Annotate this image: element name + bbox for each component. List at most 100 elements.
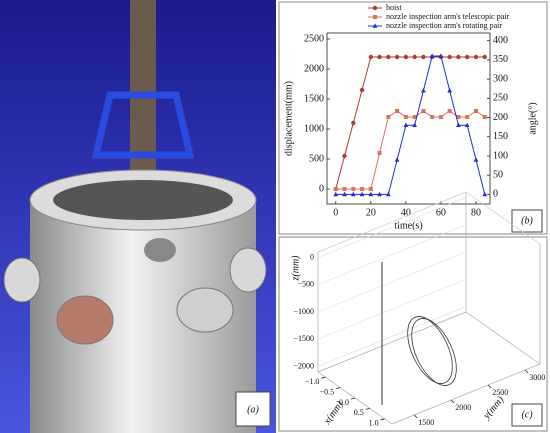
y-tick	[413, 414, 418, 419]
data-point	[420, 88, 426, 93]
data-point	[377, 151, 382, 155]
data-point	[438, 53, 444, 58]
trajectory	[407, 316, 453, 384]
y-tick-label: 500	[309, 153, 324, 164]
z-tick-label: −1000	[293, 307, 314, 316]
data-point	[359, 87, 365, 93]
data-point	[368, 54, 374, 60]
x-tick	[365, 408, 370, 410]
nozzle	[3, 257, 41, 303]
z-tick-label: −1500	[293, 334, 314, 343]
data-point	[473, 54, 479, 60]
y-tick-label: 1000	[304, 123, 324, 134]
x-tick-label: 20	[366, 207, 376, 218]
vessel-opening	[53, 180, 233, 220]
y-tick-label: 2000	[455, 403, 471, 412]
legend-marker	[372, 5, 378, 11]
data-point	[482, 115, 487, 119]
z-tick-label: −500	[297, 280, 314, 289]
nozzle	[176, 287, 234, 333]
series-line	[335, 110, 486, 190]
x-tick-label: 0	[333, 207, 338, 218]
data-point	[456, 54, 461, 60]
x-tick-label: 60	[436, 207, 446, 218]
data-point	[465, 115, 470, 119]
data-point	[403, 54, 409, 60]
box-edge	[391, 363, 541, 425]
y-tick	[450, 399, 455, 404]
y2-tick-label: 350	[493, 54, 508, 65]
data-point	[386, 115, 391, 119]
data-point	[412, 122, 418, 128]
x-tick	[350, 397, 356, 400]
data-point	[350, 191, 356, 197]
y-axis-label: y(mm)	[481, 394, 507, 422]
data-point	[473, 109, 478, 113]
y-tick-label: 2500	[304, 33, 324, 44]
data-point	[473, 157, 479, 162]
box-edge	[465, 191, 541, 245]
x-tick	[380, 418, 385, 421]
y-tick-label: 2000	[304, 63, 324, 74]
data-point	[403, 115, 408, 119]
data-point	[438, 115, 443, 119]
x-tick-label: −1.0	[305, 377, 320, 386]
data-point	[394, 157, 400, 162]
series-line	[335, 55, 486, 195]
data-point	[429, 53, 435, 58]
data-point	[342, 191, 347, 197]
z-axis-label: z(mm)	[290, 255, 301, 282]
y2-tick-label: 50	[493, 169, 503, 180]
port	[144, 238, 176, 262]
z-tick-label: −2000	[293, 361, 314, 370]
box-edge	[465, 311, 541, 365]
legend-marker	[373, 15, 377, 19]
data-point	[351, 120, 356, 126]
data-point	[377, 54, 382, 60]
panel-a: (a)	[0, 0, 276, 433]
data-point	[421, 109, 426, 113]
panel-b-frame	[278, 1, 548, 235]
data-point	[359, 191, 365, 197]
data-point	[386, 54, 391, 60]
grid-line	[317, 306, 467, 367]
y2-tick-label: 0	[493, 189, 498, 200]
data-point	[482, 191, 488, 197]
plot-frame	[326, 32, 491, 205]
x-tick-label: 0.0	[339, 398, 349, 407]
box-edge	[317, 191, 467, 253]
data-point	[403, 122, 409, 128]
y-tick-label: 3000	[529, 373, 545, 382]
x-tick	[321, 376, 326, 379]
label-box	[511, 209, 543, 233]
x-tick-label: 40	[401, 207, 411, 218]
data-point	[430, 115, 435, 119]
panel-c-frame	[278, 236, 548, 432]
data-point	[482, 54, 487, 60]
nozzle	[229, 247, 267, 293]
y-tick	[524, 369, 529, 374]
y-tick-label: 1500	[418, 418, 434, 427]
y2-tick-label: 400	[493, 35, 508, 46]
data-point	[333, 187, 338, 191]
legend-label: nozzle inspection arm's rotating pair	[386, 21, 502, 30]
y-tick-label: 1500	[304, 93, 324, 104]
data-point	[456, 115, 461, 119]
x-tick-label: 1.0	[369, 419, 379, 428]
y2-axis-label: angle(°)	[527, 102, 538, 134]
trajectory	[411, 318, 457, 386]
panel-label: (b)	[521, 215, 533, 226]
data-point	[447, 88, 453, 93]
data-point	[333, 191, 339, 197]
data-point	[394, 54, 400, 60]
grid-line	[317, 197, 467, 258]
grid-line	[317, 278, 467, 340]
y2-tick-label: 200	[493, 112, 508, 123]
y-tick	[487, 384, 492, 389]
data-point	[360, 187, 365, 191]
data-point	[351, 187, 356, 191]
data-point	[342, 187, 347, 191]
panel-label: (a)	[247, 404, 259, 415]
data-point	[342, 153, 347, 159]
